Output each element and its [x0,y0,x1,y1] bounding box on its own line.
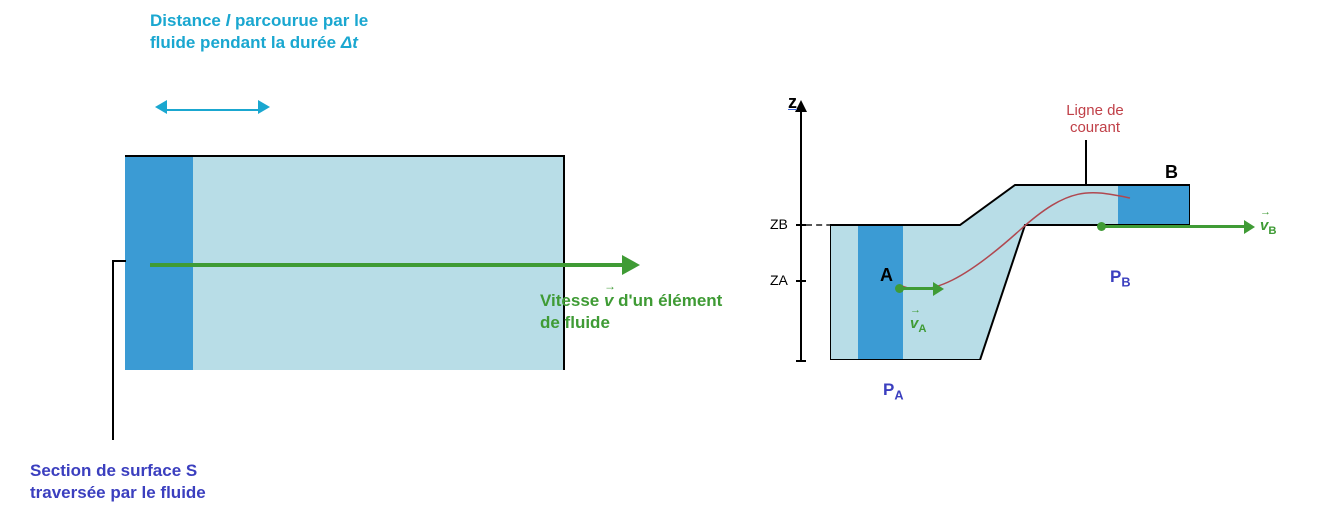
section-label: Section de surface S traversée par le fl… [30,460,290,504]
flow-rate-diagram: Distance l parcourue par le fluide penda… [30,10,650,510]
tick-zb-label: ZB [770,216,788,232]
velocity-arrow-shaft [150,263,622,267]
velocity-v: v [604,291,613,310]
pipe-fill-dark-b [1118,185,1190,225]
section-label-l2: traversée par le fluide [30,482,290,504]
velocity-label: Vitesse v d'un élément de fluide [540,290,740,334]
velocity-b-arrow [1100,220,1255,234]
point-a-label: A [880,265,893,286]
velocity-b-label: vB [1260,217,1276,237]
tick-za-label: ZA [770,272,788,288]
double-arrow-line [165,109,260,111]
section-bracket-vline [112,260,114,440]
distance-double-arrow [155,100,270,120]
pressure-b-label: PB [1110,267,1131,289]
bernoulli-diagram: z ZB ZA Ligne de courant A B [770,90,1310,430]
va-head [933,282,944,296]
tick-za [796,280,806,282]
vb-shaft [1100,225,1245,228]
vb-head [1244,220,1255,234]
point-b-label: B [1165,162,1178,183]
distance-dt: Δt [341,33,358,52]
velocity-text-pre: Vitesse [540,291,604,310]
va-shaft [898,287,934,290]
distance-label: Distance l parcourue par le fluide penda… [150,10,410,54]
velocity-arrow [150,255,640,275]
streamline-label-l1: Ligne de [1050,102,1140,119]
section-label-l1: Section de surface S [30,460,290,482]
z-axis [800,110,802,360]
pipe-fill-dark-a [858,225,903,360]
velocity-a-arrow [898,282,944,296]
tick-zb [796,224,806,226]
double-arrow-head-left [155,100,167,114]
velocity-a-label: vA [910,315,926,335]
streamline-label: Ligne de courant [1050,102,1140,136]
z-axis-base [796,360,806,362]
double-arrow-head-right [258,100,270,114]
section-bracket-h [112,260,126,262]
velocity-arrow-head [622,255,640,275]
z-axis-label: z [788,92,797,113]
section-bracket [100,260,126,440]
distance-text-pre: Distance [150,11,226,30]
streamline-label-l2: courant [1050,119,1140,136]
pressure-a-label: PA [883,380,904,402]
